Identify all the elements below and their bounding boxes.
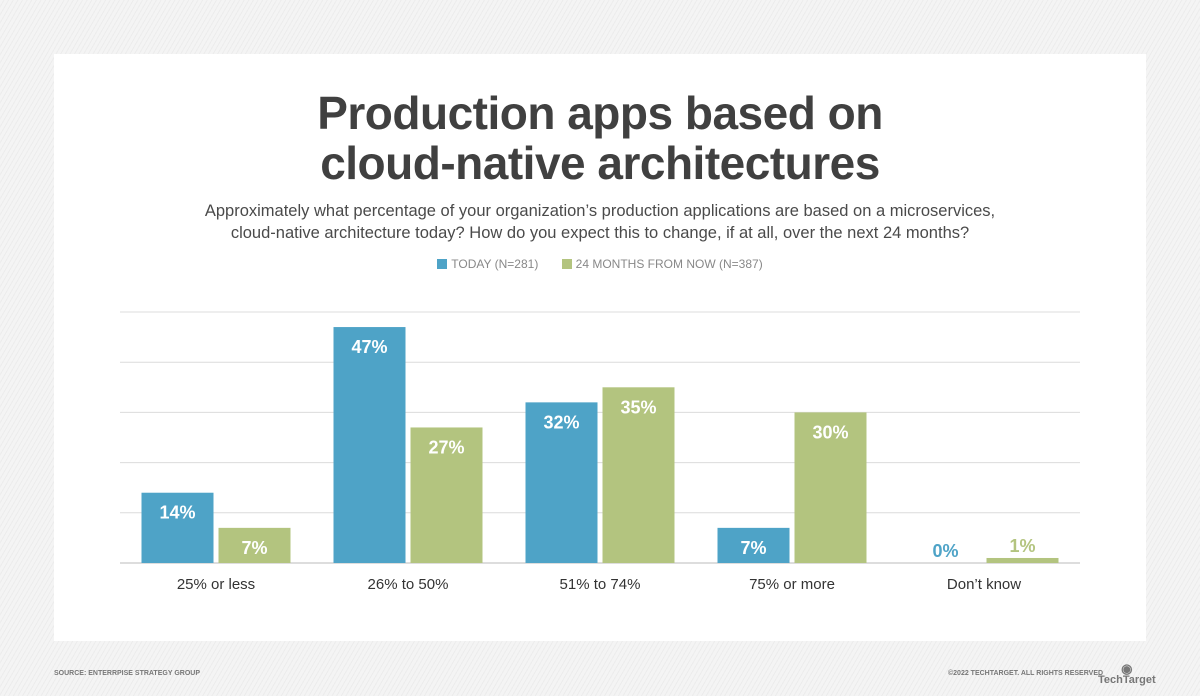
data-label: 14% <box>159 503 195 523</box>
bar <box>794 412 867 563</box>
data-label: 47% <box>351 337 387 357</box>
bar <box>218 527 291 563</box>
legend-swatch <box>561 259 572 269</box>
data-label: 7% <box>241 538 267 558</box>
data-label: 27% <box>428 437 464 457</box>
bar <box>410 427 483 563</box>
techtarget-logo: ◉ TechTarget <box>1098 661 1156 686</box>
bar <box>986 557 1059 563</box>
bar <box>141 492 214 563</box>
category-label: 26% to 50% <box>368 576 449 593</box>
legend: TODAY (N=281) 24 MONTHS FROM NOW (N=387) <box>0 257 1200 271</box>
data-label: 35% <box>620 397 656 417</box>
data-label: 0% <box>932 541 958 561</box>
subtitle-line: Approximately what percentage of your or… <box>204 202 996 220</box>
chart-subtitle: Approximately what percentage of your or… <box>0 200 1200 244</box>
chart-title: Production apps based on cloud-native ar… <box>0 88 1200 188</box>
data-label: 1% <box>1009 536 1035 556</box>
logo-text: TechTarget <box>1098 674 1156 686</box>
legend-label: 24 MONTHS FROM NOW (N=387) <box>575 257 763 271</box>
category-label: 75% or more <box>749 576 835 593</box>
data-label: 30% <box>812 422 848 442</box>
bar <box>525 402 598 563</box>
category-label: 25% or less <box>177 576 255 593</box>
data-label: 32% <box>543 412 579 432</box>
title-line: cloud-native architectures <box>320 137 880 189</box>
eye-icon: ◉ <box>1121 661 1133 676</box>
title-line: Production apps based on <box>317 87 883 139</box>
bar <box>602 387 675 563</box>
bar <box>333 327 406 563</box>
legend-item-today: TODAY (N=281) <box>437 257 538 271</box>
bar <box>717 527 790 563</box>
subtitle-line: cloud-native architecture today? How do … <box>230 224 970 242</box>
legend-label: TODAY (N=281) <box>451 257 539 271</box>
copyright: ©2022 TECHTARGET. ALL RIGHTS RESERVED <box>948 670 1104 677</box>
category-label: Don’t know <box>947 576 1021 593</box>
legend-item-24-months: 24 MONTHS FROM NOW (N=387) <box>561 257 763 271</box>
legend-swatch <box>437 259 448 269</box>
category-label: 51% to 74% <box>560 576 641 593</box>
data-label: 7% <box>740 538 766 558</box>
source-note: SOURCE: ENTERRPISE STRATEGY GROUP <box>54 670 200 677</box>
